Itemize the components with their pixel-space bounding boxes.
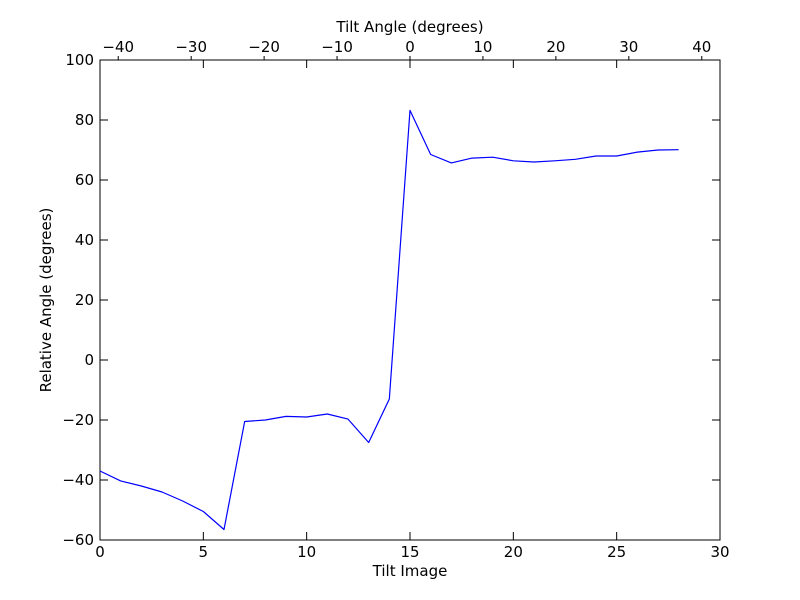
top-x-tick-label: 20 xyxy=(546,38,565,56)
x-tick-label: 25 xyxy=(607,543,626,561)
y-tick-label: 100 xyxy=(65,51,94,69)
x-tick-label: 15 xyxy=(400,543,419,561)
top-x-tick-label: −40 xyxy=(102,38,134,56)
x-axis-label: Tilt Image xyxy=(372,562,448,580)
x-tick-label: 10 xyxy=(297,543,316,561)
top-x-tick-label: −10 xyxy=(321,38,353,56)
x-tick-label: 20 xyxy=(504,543,523,561)
top-x-axis-label: Tilt Angle (degrees) xyxy=(335,18,483,36)
y-tick-label: 60 xyxy=(75,171,94,189)
y-axis-label: Relative Angle (degrees) xyxy=(37,208,55,393)
x-tick-label: 5 xyxy=(199,543,209,561)
y-tick-label: 20 xyxy=(75,291,94,309)
series-line xyxy=(99,109,679,531)
series-layer xyxy=(99,109,679,531)
y-axis-ticks: −60 −40 −20 0 20 40 60 80 100 xyxy=(62,51,720,549)
y-tick-label: 0 xyxy=(84,351,94,369)
y-tick-label: −60 xyxy=(62,531,94,549)
x-axis-ticks: 0 5 10 15 20 25 30 xyxy=(95,60,730,561)
y-tick-label: −20 xyxy=(62,411,94,429)
y-tick-label: 40 xyxy=(75,231,94,249)
top-x-axis-ticks: −40 −30 −20 −10 0 10 20 30 40 xyxy=(102,38,711,60)
top-x-tick-label: 30 xyxy=(619,38,638,56)
top-x-tick-label: −20 xyxy=(248,38,280,56)
x-tick-label: 0 xyxy=(95,543,105,561)
plot-area xyxy=(99,59,721,541)
top-x-tick-label: 0 xyxy=(405,38,415,56)
top-x-tick-label: 10 xyxy=(473,38,492,56)
x-tick-label: 30 xyxy=(710,543,729,561)
top-x-tick-label: −30 xyxy=(175,38,207,56)
y-tick-label: 80 xyxy=(75,111,94,129)
y-tick-label: −40 xyxy=(62,471,94,489)
top-x-tick-label: 40 xyxy=(692,38,711,56)
